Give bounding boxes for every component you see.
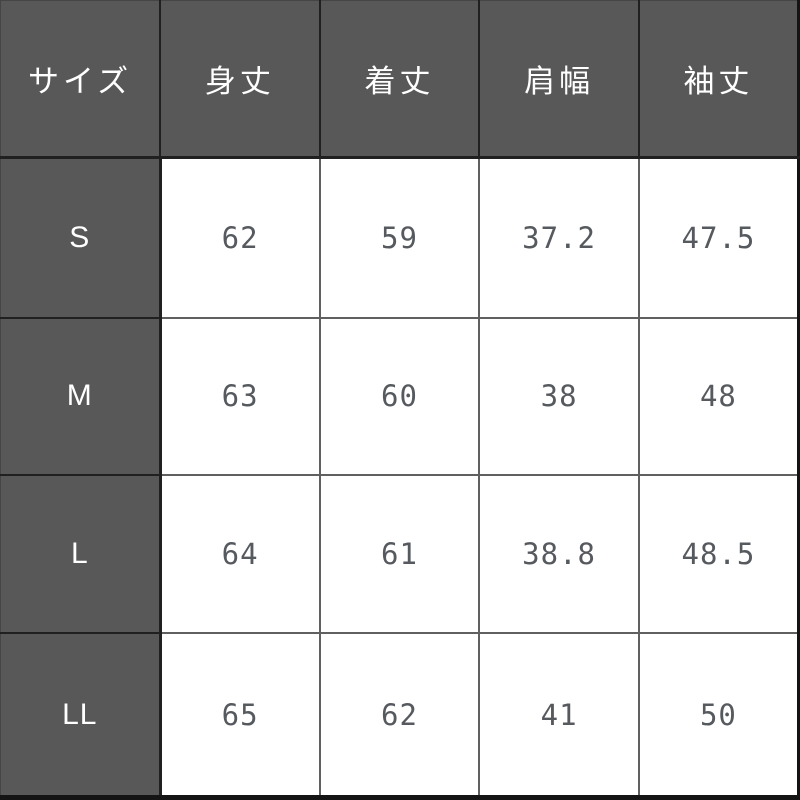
table-row-ll: LL 65 62 41 50 — [0, 632, 800, 799]
cell-m-shoulder-width: 38 — [478, 316, 640, 477]
cell-ll-garment-length: 62 — [318, 632, 481, 799]
cell-l-shoulder-width: 38.8 — [478, 474, 640, 635]
row-label-ll: LL — [0, 632, 162, 799]
column-header-body-length: 身丈 — [159, 0, 321, 159]
cell-l-garment-length: 61 — [318, 474, 481, 635]
row-label-s: S — [0, 156, 162, 319]
header-row: サイズ 身丈 着丈 肩幅 袖丈 — [0, 0, 800, 159]
cell-s-garment-length: 59 — [318, 156, 481, 319]
column-header-shoulder-width: 肩幅 — [478, 0, 640, 159]
cell-s-shoulder-width: 37.2 — [478, 156, 640, 319]
table-row-l: L 64 61 38.8 48.5 — [0, 474, 800, 635]
column-header-size: サイズ — [0, 0, 162, 159]
cell-m-garment-length: 60 — [318, 316, 481, 477]
cell-m-body-length: 63 — [159, 316, 321, 477]
column-header-sleeve-length: 袖丈 — [637, 0, 800, 159]
cell-l-sleeve-length: 48.5 — [637, 474, 800, 635]
table-row-m: M 63 60 38 48 — [0, 316, 800, 477]
row-label-l: L — [0, 474, 162, 635]
cell-ll-body-length: 65 — [159, 632, 321, 799]
table-row-s: S 62 59 37.2 47.5 — [0, 156, 800, 319]
column-header-garment-length: 着丈 — [318, 0, 481, 159]
cell-s-sleeve-length: 47.5 — [637, 156, 800, 319]
cell-ll-shoulder-width: 41 — [478, 632, 640, 799]
cell-ll-sleeve-length: 50 — [637, 632, 800, 799]
cell-m-sleeve-length: 48 — [637, 316, 800, 477]
cell-s-body-length: 62 — [159, 156, 321, 319]
row-label-m: M — [0, 316, 162, 477]
cell-l-body-length: 64 — [159, 474, 321, 635]
